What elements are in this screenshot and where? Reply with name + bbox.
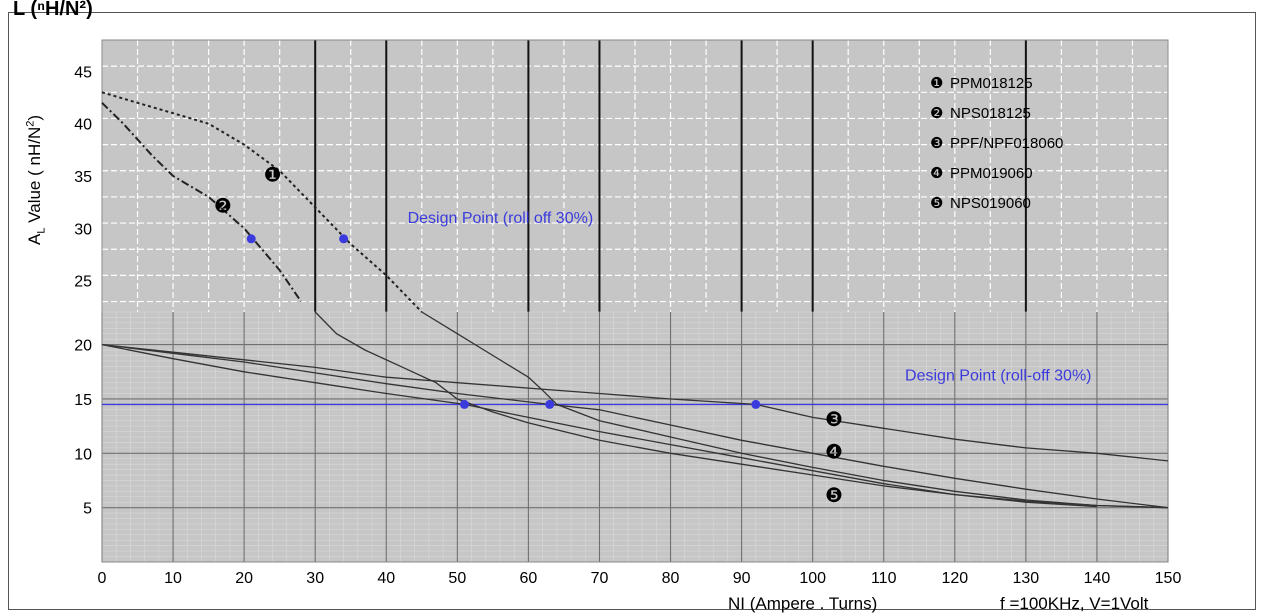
x-tick-label: 100 (799, 570, 826, 587)
upper-series-2-line (101, 102, 302, 303)
lower-design-label: Design Point (roll-off 30%) (905, 367, 1091, 384)
upper-curve-marker-2: ❷ (214, 196, 232, 218)
x-tick-label: 140 (1084, 570, 1111, 587)
test-conditions-label: f =100KHz, V=1Volt (1000, 594, 1149, 613)
y-tick-label-upper: 25 (74, 274, 92, 291)
x-tick-label: 130 (1013, 570, 1040, 587)
y-tick-label-upper: 30 (74, 221, 92, 238)
x-axis-title: NI (Ampere . Turns) (728, 594, 878, 613)
lower-series-5-line (101, 343, 1169, 509)
lower-series-2-line (314, 311, 1097, 508)
y-tick-label-lower: 5 (83, 501, 92, 518)
legend-marker-4: ❹ (930, 165, 943, 182)
x-tick-label: 40 (377, 570, 395, 587)
y-tick-label-upper: 40 (74, 117, 92, 134)
legend-label-3: PPF/NPF018060 (950, 135, 1063, 152)
legend-marker-2: ❷ (930, 105, 943, 122)
lower-curve-marker-4: ❹ (825, 442, 843, 464)
lower-design-point (545, 399, 555, 409)
y-tick-label-upper: 45 (74, 64, 92, 81)
lower-design-point (751, 399, 761, 409)
upper-curve-marker-1: ❶ (264, 164, 282, 186)
x-tick-label: 120 (941, 570, 968, 587)
plot-border (101, 39, 1169, 563)
x-tick-label: 30 (306, 570, 324, 587)
y-tick-label-lower: 15 (74, 392, 92, 409)
chart-header-title: L (ⁿH/N²) (13, 0, 93, 20)
upper-design-label: Design Point (roll off 30%) (408, 210, 594, 227)
x-tick-label: 0 (98, 570, 107, 587)
legend-label-1: PPM018125 (950, 75, 1033, 92)
x-tick-label: 110 (871, 570, 897, 587)
legend-marker-1: ❶ (930, 75, 943, 92)
lower-curve-marker-3: ❸ (825, 409, 843, 431)
upper-series-1-line (101, 91, 423, 313)
y-tick-label-lower: 10 (74, 446, 92, 463)
x-tick-label: 80 (662, 570, 680, 587)
y-tick-label-lower: 20 (74, 338, 92, 355)
x-tick-label: 60 (520, 570, 538, 587)
legend-label-2: NPS018125 (950, 105, 1031, 122)
legend-label-4: PPM019060 (950, 165, 1033, 182)
chart-frame: L (ⁿH/N²) (8, 0, 1256, 610)
upper-design-point (246, 234, 256, 244)
x-tick-label: 90 (733, 570, 751, 587)
x-tick-label: 10 (164, 570, 182, 587)
x-tick-label: 70 (591, 570, 609, 587)
legend-label-5: NPS019060 (950, 195, 1031, 212)
lower-series-3-line (101, 343, 1169, 462)
lower-series-1-line (421, 311, 1169, 509)
lower-series-4-line (101, 343, 1169, 509)
upper-design-point (339, 234, 349, 244)
lower-design-point (459, 399, 469, 409)
x-tick-label: 150 (1155, 570, 1182, 587)
legend-marker-3: ❸ (930, 135, 943, 152)
legend-marker-5: ❺ (930, 195, 943, 212)
lower-curve-marker-5: ❺ (825, 485, 843, 507)
x-tick-label: 20 (235, 570, 253, 587)
y-tick-label-upper: 35 (74, 169, 92, 186)
x-tick-label: 50 (448, 570, 466, 587)
